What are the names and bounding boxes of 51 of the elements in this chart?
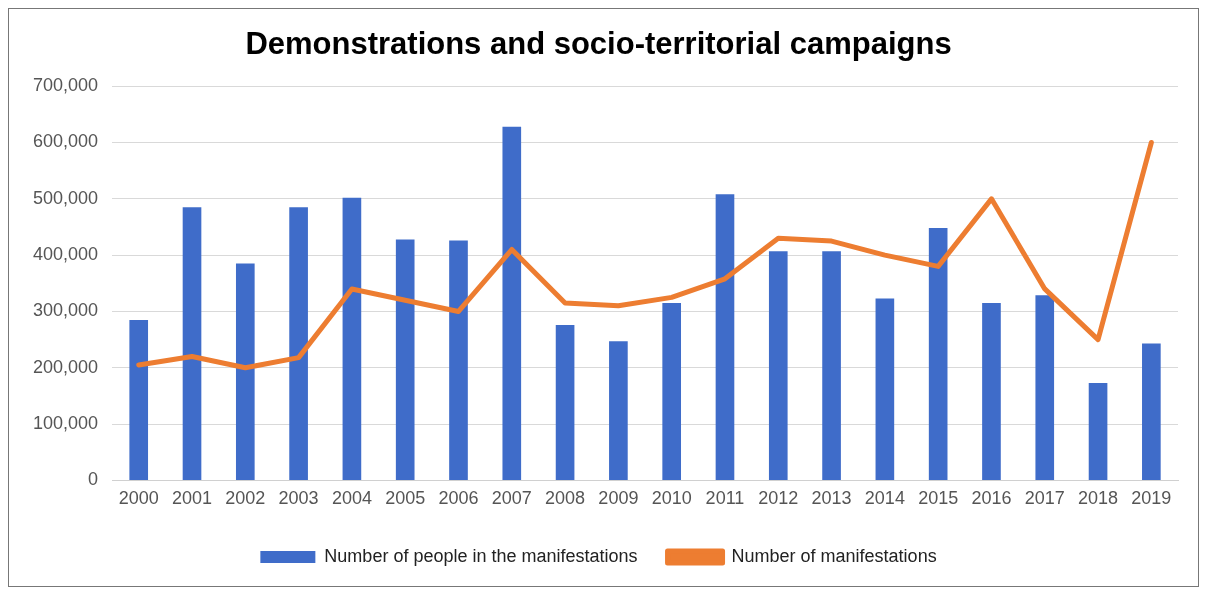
bar — [342, 197, 362, 480]
y-tick-label: 0 — [88, 469, 99, 490]
bar — [1035, 295, 1055, 480]
y-tick-label: 100,000 — [32, 413, 99, 434]
bar — [875, 298, 895, 480]
bar — [715, 194, 735, 480]
bar — [609, 341, 628, 480]
x-tick-label: 2012 — [758, 488, 799, 509]
x-tick-label: 2005 — [385, 488, 426, 509]
bar — [662, 303, 682, 480]
x-tick-label: 2001 — [171, 488, 213, 509]
chart-title: Demonstrations and socio-territorial campaigns — [245, 26, 952, 62]
bar — [289, 207, 308, 480]
y-tick-label: 400,000 — [32, 244, 99, 265]
bar — [1088, 382, 1108, 480]
x-tick-label: 2015 — [918, 488, 959, 509]
y-tick-label: 700,000 — [32, 75, 99, 96]
x-tick-label: 2018 — [1078, 488, 1119, 509]
x-tick-label: 2016 — [971, 488, 1012, 509]
x-tick-label: 2000 — [118, 488, 159, 509]
x-tick-label: 2019 — [1131, 488, 1172, 509]
x-tick-label: 2004 — [331, 488, 372, 509]
bar — [235, 263, 255, 480]
y-tick-label: 600,000 — [32, 131, 99, 152]
x-tick-label: 2009 — [598, 488, 639, 509]
x-tick-label: 2013 — [811, 488, 852, 509]
bar — [982, 303, 1001, 480]
bar — [928, 228, 948, 480]
x-tick-label: 2008 — [545, 488, 586, 509]
bar — [1142, 343, 1161, 480]
y-tick-label: 200,000 — [32, 356, 99, 377]
x-tick-label: 2014 — [864, 488, 905, 509]
bar — [768, 251, 788, 480]
x-tick-label: 2010 — [651, 488, 692, 509]
bar — [449, 240, 468, 480]
x-tick-label: 2002 — [225, 488, 266, 509]
x-tick-label: 2006 — [438, 488, 479, 509]
bar — [395, 239, 415, 480]
y-tick-label: 300,000 — [32, 300, 99, 321]
x-tick-label: 2017 — [1024, 488, 1065, 509]
x-tick-label: 2003 — [278, 488, 319, 509]
bar — [555, 324, 575, 480]
x-tick-label: 2007 — [491, 488, 532, 509]
bar — [182, 207, 202, 480]
y-tick-label: 500,000 — [32, 187, 99, 208]
bar — [822, 251, 841, 480]
legend-label: Number of manifestations — [731, 545, 937, 566]
x-tick-label: 2011 — [705, 488, 745, 509]
bar — [129, 319, 149, 480]
legend-label: Number of people in the manifestations — [324, 545, 638, 566]
bar — [502, 126, 522, 480]
